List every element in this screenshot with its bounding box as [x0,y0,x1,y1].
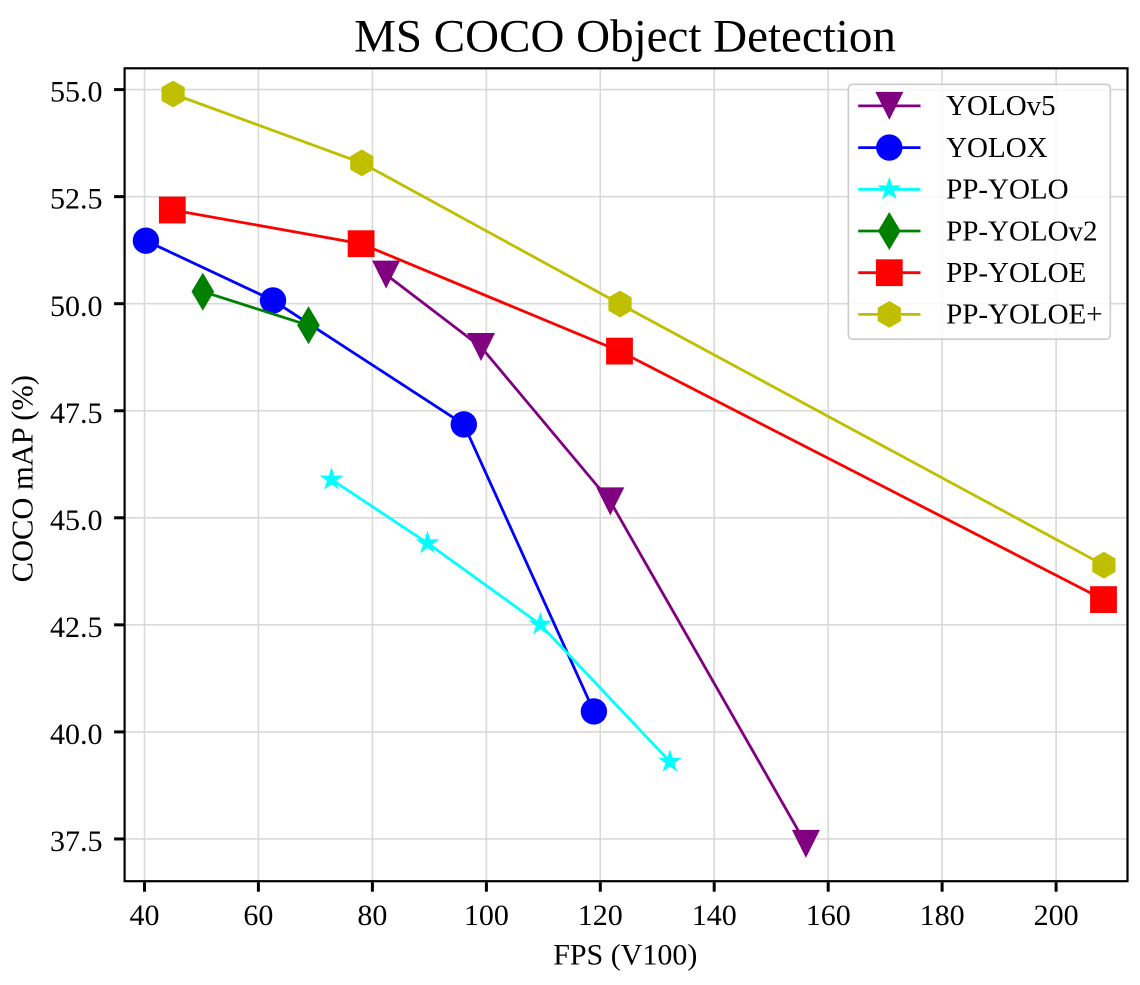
svg-text:PP-YOLOE: PP-YOLOE [946,257,1086,289]
svg-text:YOLOv5: YOLOv5 [946,90,1056,122]
svg-text:55.0: 55.0 [50,76,103,109]
svg-text:PP-YOLO: PP-YOLO [946,174,1068,206]
svg-text:37.5: 37.5 [50,825,103,858]
svg-text:120: 120 [578,899,623,932]
svg-text:200: 200 [1034,899,1079,932]
svg-text:40.0: 40.0 [50,718,103,751]
svg-text:PP-YOLOE+: PP-YOLOE+ [946,299,1103,331]
svg-text:50.0: 50.0 [50,290,103,323]
svg-text:140: 140 [692,899,737,932]
svg-text:180: 180 [920,899,965,932]
svg-text:160: 160 [806,899,851,932]
svg-text:MS COCO Object Detection: MS COCO Object Detection [354,10,896,62]
svg-text:COCO mAP (%): COCO mAP (%) [6,375,40,582]
svg-text:42.5: 42.5 [50,611,103,644]
svg-text:FPS (V100): FPS (V100) [553,939,697,972]
svg-text:40: 40 [130,899,160,932]
svg-text:YOLOX: YOLOX [946,132,1048,164]
svg-text:47.5: 47.5 [50,397,103,430]
svg-text:60: 60 [243,899,273,932]
svg-text:80: 80 [357,899,387,932]
svg-text:45.0: 45.0 [50,504,103,537]
svg-text:100: 100 [464,899,509,932]
svg-text:PP-YOLOv2: PP-YOLOv2 [946,215,1097,247]
svg-text:52.5: 52.5 [50,183,103,216]
